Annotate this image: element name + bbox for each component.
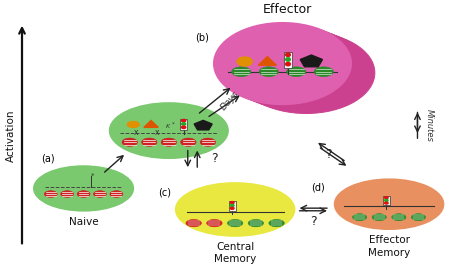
Text: (b): (b) [195,32,209,42]
Ellipse shape [285,62,290,66]
Text: x: x [134,128,139,137]
Text: Memory: Memory [214,254,256,264]
Ellipse shape [314,67,333,77]
Text: Days: Days [219,89,241,112]
Ellipse shape [161,138,177,146]
Ellipse shape [233,30,370,112]
Ellipse shape [34,166,133,211]
Ellipse shape [385,199,388,201]
Ellipse shape [248,219,264,227]
Ellipse shape [237,57,252,66]
Ellipse shape [176,183,294,236]
Ellipse shape [181,126,186,128]
FancyBboxPatch shape [228,201,236,211]
Ellipse shape [61,191,74,197]
Ellipse shape [181,120,186,122]
Text: *: * [91,173,94,178]
Text: Naive: Naive [69,217,98,227]
Ellipse shape [44,191,57,197]
Text: ?: ? [211,152,218,165]
FancyBboxPatch shape [383,196,390,205]
Ellipse shape [110,191,123,197]
Text: Effector: Effector [263,3,312,16]
Text: (a): (a) [41,154,55,163]
Ellipse shape [77,191,90,197]
Text: Effector: Effector [369,235,409,245]
Ellipse shape [230,202,234,204]
Text: ?: ? [310,215,317,228]
Ellipse shape [385,197,388,199]
Ellipse shape [181,123,186,125]
FancyBboxPatch shape [180,119,188,130]
Ellipse shape [269,219,284,227]
Ellipse shape [214,23,351,104]
Ellipse shape [334,179,444,229]
Ellipse shape [232,67,251,77]
Ellipse shape [285,58,290,61]
Ellipse shape [122,138,137,146]
Ellipse shape [223,27,361,108]
Text: *: * [172,122,174,127]
Ellipse shape [207,219,222,227]
Text: K: K [166,124,170,129]
Text: x: x [155,128,159,137]
Ellipse shape [230,207,234,209]
Ellipse shape [230,204,234,206]
Text: Central: Central [216,241,254,252]
Text: ?: ? [325,148,332,161]
Ellipse shape [200,138,216,146]
Ellipse shape [411,214,426,221]
Ellipse shape [110,103,228,158]
Text: (c): (c) [158,187,171,197]
Ellipse shape [186,219,201,227]
Text: (d): (d) [312,183,325,193]
Ellipse shape [142,138,157,146]
FancyBboxPatch shape [284,53,292,68]
Text: Activation: Activation [6,110,16,162]
Ellipse shape [372,214,386,221]
Ellipse shape [259,67,278,77]
Ellipse shape [180,138,196,146]
Ellipse shape [238,32,375,114]
Ellipse shape [286,67,306,77]
Ellipse shape [94,191,106,197]
Ellipse shape [385,202,388,204]
Ellipse shape [228,28,365,110]
Ellipse shape [218,25,356,106]
Ellipse shape [352,214,367,221]
Text: Minutes: Minutes [425,109,434,142]
Text: Memory: Memory [368,248,410,258]
Ellipse shape [392,214,406,221]
Ellipse shape [228,219,243,227]
Ellipse shape [127,121,139,128]
Ellipse shape [285,53,290,57]
